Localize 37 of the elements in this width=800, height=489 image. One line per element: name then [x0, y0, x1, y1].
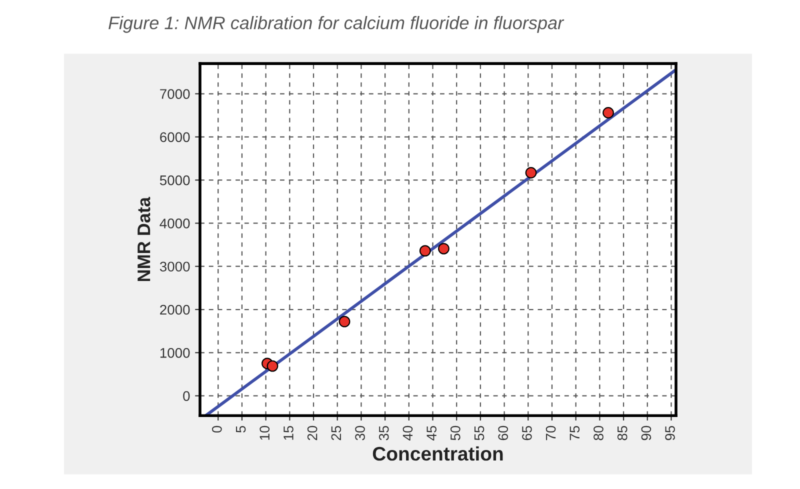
point — [266, 360, 278, 372]
x-tick-label: 45 — [426, 426, 436, 440]
point — [438, 242, 450, 254]
y-tick-label: 2000 — [160, 304, 190, 315]
x-tick-label: 35 — [378, 426, 389, 440]
x-tick-label: 95 — [665, 426, 675, 440]
y-tick-label: 5000 — [160, 175, 190, 186]
y-axis-title: NMR Data — [138, 196, 150, 282]
point — [419, 245, 431, 257]
x-axis-title: Concentration — [372, 446, 503, 461]
x-tick-label: 70 — [546, 426, 556, 440]
point — [525, 167, 537, 178]
point — [338, 316, 350, 328]
y-tick-label: 7000 — [160, 89, 190, 99]
x-tick-label: 50 — [450, 426, 460, 440]
point — [602, 107, 614, 118]
x-tick-label: 80 — [594, 426, 604, 440]
x-tick-label: 20 — [307, 426, 318, 440]
x-tick-label: 75 — [570, 426, 580, 440]
x-tick-label: 55 — [474, 426, 484, 440]
y-tick-label: 1000 — [160, 348, 190, 358]
y-tick-label: 0 — [183, 391, 190, 401]
x-tick-label: 30 — [355, 426, 365, 440]
x-tick-label: 85 — [617, 426, 628, 440]
x-tick-label: 60 — [498, 426, 508, 440]
x-tick-label: 5 — [236, 426, 246, 433]
x-tick-label: 65 — [522, 426, 532, 440]
x-tick-label: 10 — [260, 426, 270, 440]
x-tick-label: 90 — [641, 426, 652, 440]
chart-title: Figure 1: NMR calibration for calcium fluoride in fluorspar — [108, 16, 564, 33]
y-tick-label: 4000 — [160, 218, 190, 228]
x-tick-label: 40 — [402, 426, 413, 440]
y-tick-label: 3000 — [160, 262, 190, 272]
x-tick-label: 15 — [284, 426, 294, 440]
x-tick-label: 0 — [212, 426, 222, 433]
y-tick-label: 6000 — [160, 132, 190, 142]
x-tick-label: 25 — [331, 426, 342, 440]
